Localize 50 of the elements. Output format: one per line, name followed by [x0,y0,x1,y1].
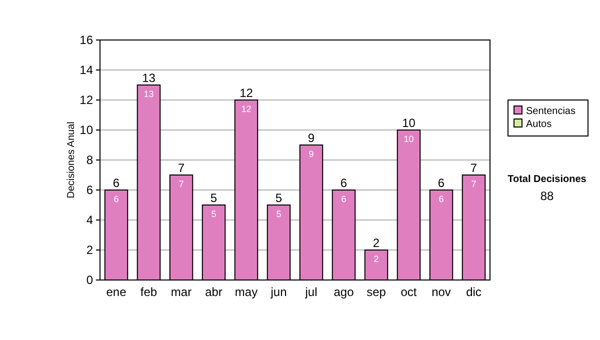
total-label: 6 [438,176,445,190]
data-label: 6 [341,194,346,204]
y-tick-label: 16 [80,33,94,47]
x-tick-label: ago [334,285,354,299]
total-label: 13 [142,71,156,85]
y-tick-label: 10 [80,123,94,137]
total-label: 2 [372,236,380,250]
text: 88 [540,189,554,203]
x-tick-label: nov [432,285,451,299]
x-tick-label: oct [400,285,418,299]
data-label: 6 [114,194,119,204]
x-tick-label: ene [106,285,127,299]
data-label: 13 [144,89,154,99]
data-label: 9 [308,149,314,159]
x-tick-label: feb [140,285,158,299]
y-tick-label: 4 [86,213,94,227]
total-label: 7 [178,161,185,175]
y-tick-label: 2 [86,243,94,257]
legend-label: Sentencias [526,106,576,117]
total-label: 9 [308,131,315,145]
x-tick-label: abr [205,285,222,299]
total-label: 5 [275,191,282,205]
data-label: 7 [471,179,476,189]
total-label: 12 [240,86,254,100]
y-tick-label: 12 [80,93,94,107]
x-tick-label: dic [466,285,482,299]
total-label: 6 [340,176,348,190]
x-tick-label: jul [304,285,318,299]
data-label: 10 [404,134,414,144]
y-tick-label: 0 [86,273,94,287]
x-tick-label: mar [170,285,192,299]
data-label: 2 [374,254,379,264]
x-tick-label: may [234,285,258,299]
data-label: 6 [438,194,444,204]
legend-label: Autos [526,119,552,130]
x-tick-label: jun [270,285,287,299]
data-label: 12 [241,104,252,114]
total-label: 7 [470,161,478,175]
data-label: 7 [178,179,184,189]
x-tick-label: sep [366,285,386,299]
y-tick-label: 6 [86,183,94,197]
data-label: 5 [211,209,216,219]
y-tick-label: 8 [86,153,94,167]
total-label: 6 [112,176,120,190]
text: Total Decisiones [508,174,587,185]
data-label: 5 [276,209,282,219]
total-label: 10 [402,116,416,130]
y-tick-label: 14 [80,63,94,77]
y-axis-title: Decisiones Anual [66,122,77,198]
total-label: 5 [210,191,218,205]
